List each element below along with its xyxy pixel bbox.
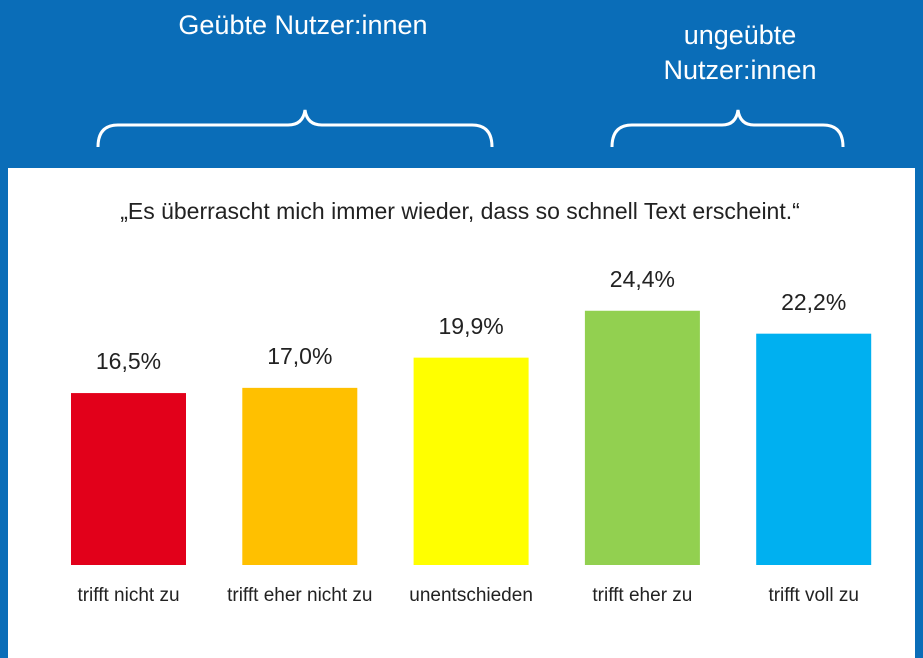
value-label: 16,5% bbox=[95, 348, 162, 375]
chart-title: „Es überrascht mich immer wieder, dass s… bbox=[120, 198, 800, 224]
value-label: 19,9% bbox=[438, 312, 504, 339]
x-tick-label: trifft eher zu bbox=[592, 585, 693, 606]
value-label: 22,2% bbox=[781, 288, 847, 315]
bar bbox=[413, 357, 529, 565]
bar bbox=[584, 310, 700, 565]
value-label: 24,4% bbox=[609, 265, 675, 292]
x-tick-label: unentschieden bbox=[409, 585, 533, 606]
x-tick-label: trifft nicht zu bbox=[77, 585, 180, 606]
group-label: ungeübte Nutzer:innen bbox=[663, 20, 817, 86]
x-tick-label: trifft eher nicht zu bbox=[227, 585, 373, 606]
bar bbox=[71, 393, 186, 565]
value-label: 17,0% bbox=[267, 342, 333, 369]
bar bbox=[756, 333, 872, 565]
brace bbox=[610, 109, 845, 148]
brace bbox=[96, 109, 494, 148]
group-label: Geübte Nutzer:innen bbox=[178, 10, 428, 40]
x-tick-label: trifft voll zu bbox=[768, 585, 859, 606]
bar bbox=[242, 387, 358, 565]
